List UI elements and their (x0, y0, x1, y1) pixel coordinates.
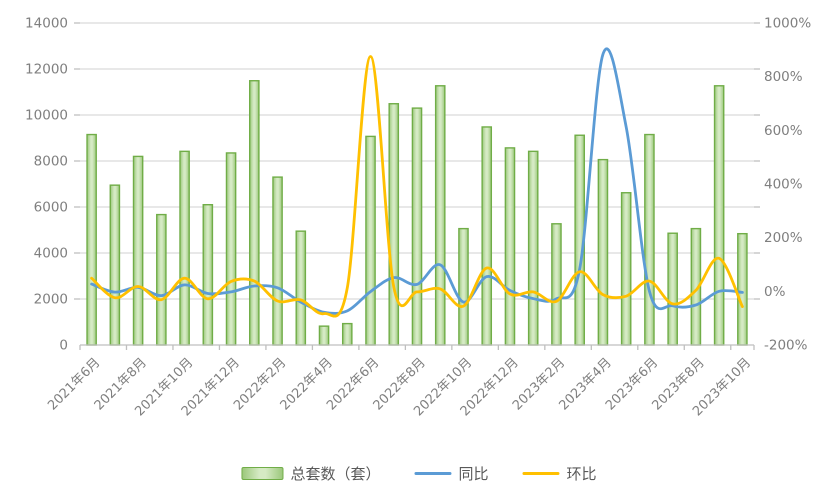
x-axis-labels: 2021年6月2021年8月2021年10月2021年12月2022年2月202… (45, 355, 754, 419)
legend-item-mom: 环比 (522, 463, 597, 484)
right-axis-tick-label: 200% (764, 230, 803, 246)
left-axis-labels: 0 2000 4000 6000 8000 10000 12000 14000 (25, 16, 68, 354)
chart-legend: 总套数（套） 同比 环比 (241, 463, 597, 484)
bar-2021年9月 (156, 213, 167, 346)
bar-2023年4月 (597, 158, 609, 346)
legend-label-total-units: 总套数（套） (290, 465, 381, 483)
bar-2022年6月 (365, 135, 376, 346)
left-axis-tick-label: 12000 (25, 62, 68, 78)
bar-2022年11月 (481, 126, 493, 346)
yoy-line-series (90, 47, 744, 315)
x-axis (79, 344, 755, 350)
legend-item-yoy: 同比 (414, 463, 489, 484)
left-axis-tick-label: 0 (59, 338, 68, 354)
yoy-line-swatch-icon (414, 472, 452, 475)
mom-line-series (90, 55, 744, 318)
left-axis-tick-label: 4000 (34, 246, 68, 262)
bar-2021年10月 (179, 150, 190, 346)
bar-2022年10月 (458, 227, 469, 346)
bar-2022年12月 (504, 147, 516, 346)
bar-2022年9月 (434, 85, 446, 346)
right-axis-tick-label: 600% (764, 123, 803, 139)
bar-2023年9月 (713, 85, 725, 346)
bar-2022年4月 (318, 325, 330, 346)
bar-2022年8月 (411, 107, 423, 346)
bar-2023年7月 (667, 232, 678, 346)
bar-series-swatch-icon (241, 467, 284, 480)
bar-2021年12月 (225, 152, 237, 346)
left-axis-tick-label: 10000 (25, 108, 68, 124)
mom-line-swatch-icon (522, 472, 560, 475)
right-axis-tick-label: 400% (764, 177, 803, 193)
right-axis-tick-label: -200% (764, 338, 808, 354)
bar-2021年8月 (132, 155, 144, 346)
bar-2021年11月 (202, 203, 214, 346)
bar-2022年7月 (388, 103, 400, 346)
left-axis-tick-label: 14000 (25, 16, 68, 32)
legend-label-yoy: 同比 (458, 465, 489, 483)
right-axis-tick-label: 0% (764, 284, 786, 300)
right-axis-labels: -200% 0% 200% 400% 600% 800% 1000% (764, 16, 811, 354)
bar-2021年7月 (109, 184, 121, 346)
bar-2021年6月 (86, 133, 97, 346)
bar-series-total-units (86, 80, 748, 346)
right-axis-tick-label: 1000% (764, 16, 811, 32)
bar-2023年10月 (737, 232, 748, 346)
left-axis-tick-label: 8000 (34, 154, 68, 170)
legend-item-total-units: 总套数（套） (241, 463, 380, 484)
bar-2023年5月 (620, 192, 632, 346)
bar-2022年1月 (249, 80, 260, 346)
bar-2023年2月 (551, 223, 562, 346)
bar-2022年3月 (295, 230, 307, 346)
bar-2023年6月 (644, 133, 655, 346)
legend-label-mom: 环比 (566, 465, 597, 483)
left-axis-tick-label: 2000 (34, 292, 68, 308)
bar-2022年5月 (341, 322, 353, 346)
bar-2023年1月 (527, 150, 539, 346)
right-axis-tick-label: 800% (764, 69, 803, 85)
left-axis-tick-label: 6000 (34, 200, 68, 216)
combo-chart-plot: 0 2000 4000 6000 8000 10000 12000 14000 -200% 0% 2… (25, 16, 811, 420)
bar-2022年2月 (272, 176, 283, 346)
